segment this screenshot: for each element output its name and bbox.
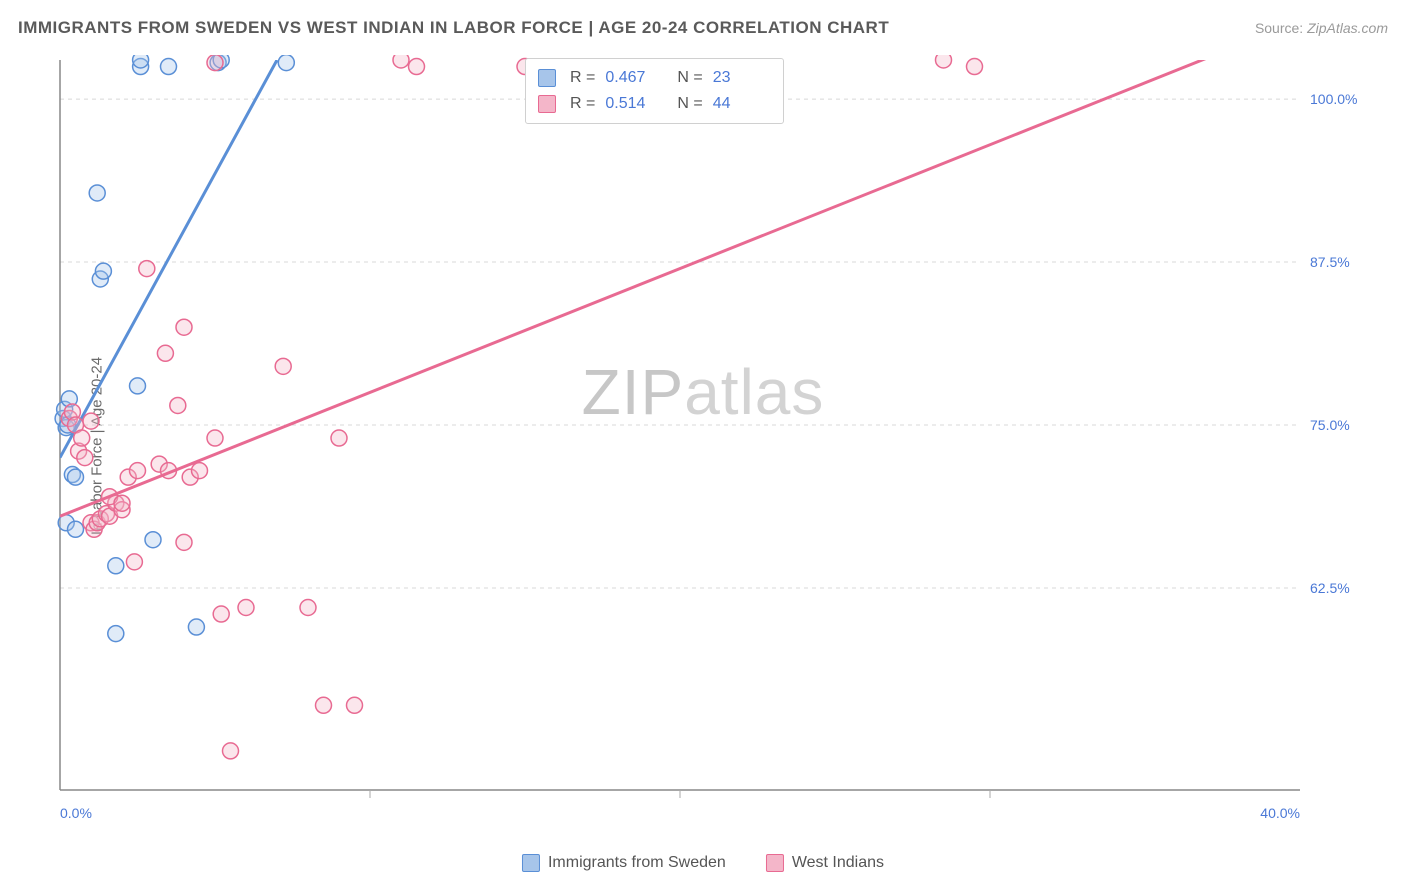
- chart-title: IMMIGRANTS FROM SWEDEN VS WEST INDIAN IN…: [18, 18, 889, 38]
- swatch-icon: [522, 854, 540, 872]
- n-value: 44: [713, 95, 771, 113]
- correlation-legend: R = 0.467 N = 23 R = 0.514 N = 44: [525, 58, 784, 124]
- source-attribution: Source: ZipAtlas.com: [1255, 20, 1388, 36]
- svg-text:0.0%: 0.0%: [60, 805, 92, 821]
- n-label: N =: [677, 69, 702, 87]
- svg-text:40.0%: 40.0%: [1260, 805, 1300, 821]
- svg-text:87.5%: 87.5%: [1310, 254, 1350, 270]
- legend-row: R = 0.467 N = 23: [538, 65, 771, 91]
- legend-label: West Indians: [792, 854, 884, 872]
- scatter-chart: 62.5% 75.0% 87.5% 100.0% 0.0% 40.0%: [50, 55, 1370, 825]
- n-value: 23: [713, 69, 771, 87]
- legend-item: West Indians: [766, 854, 884, 872]
- swatch-icon: [538, 69, 556, 87]
- svg-text:75.0%: 75.0%: [1310, 417, 1350, 433]
- legend-item: Immigrants from Sweden: [522, 854, 726, 872]
- r-label: R =: [570, 69, 595, 87]
- source-value: ZipAtlas.com: [1307, 20, 1388, 36]
- plot-area: 62.5% 75.0% 87.5% 100.0% 0.0% 40.0%: [50, 55, 1370, 825]
- series-legend: Immigrants from Sweden West Indians: [522, 854, 884, 872]
- title-bar: IMMIGRANTS FROM SWEDEN VS WEST INDIAN IN…: [18, 18, 1388, 38]
- swatch-icon: [766, 854, 784, 872]
- legend-label: Immigrants from Sweden: [548, 854, 726, 872]
- r-label: R =: [570, 95, 595, 113]
- svg-text:100.0%: 100.0%: [1310, 91, 1357, 107]
- r-value: 0.514: [605, 95, 663, 113]
- legend-row: R = 0.514 N = 44: [538, 91, 771, 117]
- swatch-icon: [538, 95, 556, 113]
- svg-text:62.5%: 62.5%: [1310, 580, 1350, 596]
- r-value: 0.467: [605, 69, 663, 87]
- n-label: N =: [677, 95, 702, 113]
- source-label: Source:: [1255, 20, 1303, 36]
